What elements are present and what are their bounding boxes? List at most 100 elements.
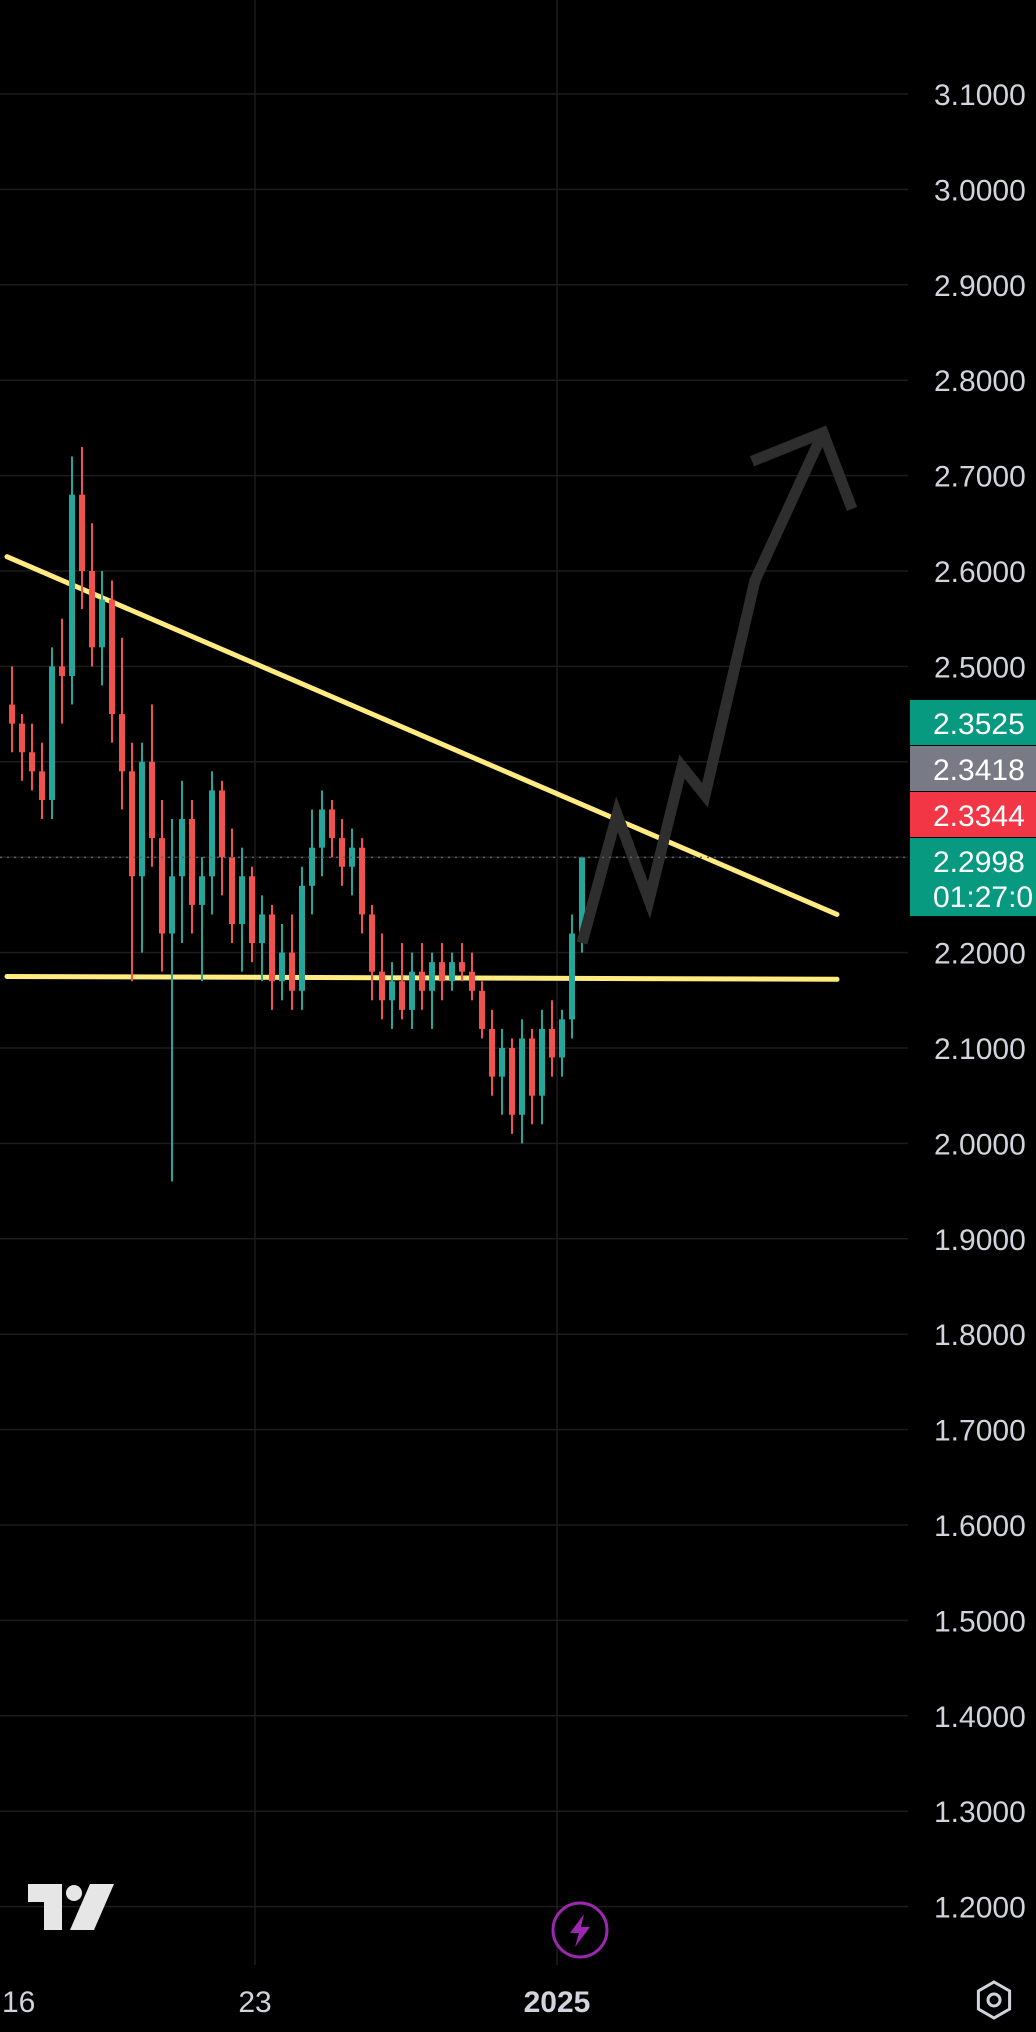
candle-body bbox=[189, 819, 195, 905]
candle bbox=[519, 1019, 525, 1144]
candle bbox=[569, 914, 575, 1039]
y-tick-label: 2.8000 bbox=[934, 365, 1026, 398]
candle bbox=[349, 828, 355, 896]
candle bbox=[339, 819, 345, 886]
y-tick-label: 1.6000 bbox=[934, 1510, 1026, 1543]
candle-body bbox=[579, 857, 585, 934]
candle-body bbox=[49, 666, 55, 800]
y-tick-label: 2.7000 bbox=[934, 461, 1026, 494]
candle bbox=[89, 523, 95, 667]
candle-body bbox=[199, 876, 205, 905]
candle-body bbox=[159, 838, 165, 934]
candle bbox=[229, 828, 235, 944]
gear-icon bbox=[976, 1980, 1012, 2020]
candle bbox=[459, 943, 465, 982]
y-tick-label: 1.2000 bbox=[934, 1892, 1026, 1925]
price-badge-value: 2.3418 bbox=[933, 754, 1025, 787]
y-tick-label: 2.5000 bbox=[934, 651, 1026, 684]
candle-body bbox=[309, 847, 315, 886]
candle bbox=[169, 819, 175, 1182]
candle-body bbox=[109, 599, 115, 715]
price-badge: 2.3525 bbox=[910, 700, 1036, 745]
candle bbox=[209, 771, 215, 915]
candle-body bbox=[509, 1048, 515, 1115]
candle-body bbox=[539, 1028, 545, 1096]
candle bbox=[399, 943, 405, 1020]
y-tick-label: 2.1000 bbox=[934, 1033, 1026, 1066]
projection-path[interactable] bbox=[576, 430, 828, 945]
candle-body bbox=[319, 809, 325, 848]
candle bbox=[289, 914, 295, 1010]
candle bbox=[159, 799, 165, 972]
candle bbox=[389, 962, 395, 1029]
y-tick-label: 1.4000 bbox=[934, 1701, 1026, 1734]
candle bbox=[479, 981, 485, 1039]
candle-body bbox=[379, 971, 385, 1001]
price-axis[interactable]: 3.1000 3.0000 2.9000 2.8000 2.7000 2.6000 2.50… bbox=[934, 79, 1026, 1925]
candle-body bbox=[69, 494, 75, 676]
candle bbox=[99, 571, 105, 686]
candle-body bbox=[89, 571, 95, 648]
candle-body bbox=[299, 885, 305, 991]
candlestick-series bbox=[9, 446, 585, 1182]
candle-body bbox=[9, 704, 15, 724]
price-badge-value: 2.2998 bbox=[933, 846, 1025, 879]
candle-body bbox=[279, 952, 285, 982]
candle-body bbox=[119, 714, 125, 772]
price-badge-value: 2.3525 bbox=[933, 708, 1025, 741]
candle bbox=[19, 714, 25, 781]
candle-body bbox=[559, 1019, 565, 1058]
flash-button[interactable] bbox=[551, 1901, 609, 1959]
candle bbox=[199, 857, 205, 982]
candle-body bbox=[499, 1048, 505, 1077]
candle-body bbox=[249, 876, 255, 944]
candle bbox=[309, 809, 315, 915]
candle-body bbox=[519, 1038, 525, 1115]
candle bbox=[409, 952, 415, 1029]
candle-body bbox=[419, 971, 425, 991]
y-tick-label: 2.6000 bbox=[934, 556, 1026, 589]
candle bbox=[559, 1009, 565, 1077]
candle-body bbox=[409, 971, 415, 1010]
settings-button[interactable] bbox=[976, 1980, 1012, 2020]
candle bbox=[239, 847, 245, 972]
candle-body bbox=[239, 876, 245, 924]
projection-arrowhead bbox=[749, 425, 858, 511]
candle bbox=[429, 952, 435, 1029]
y-tick-label: 1.8000 bbox=[934, 1319, 1026, 1352]
chart-grid bbox=[0, 0, 908, 1965]
candle-body bbox=[469, 971, 475, 991]
candle bbox=[499, 1028, 505, 1115]
time-axis[interactable]: 16 23 2025 bbox=[2, 1986, 590, 2019]
x-tick-label: 23 bbox=[238, 1986, 271, 2019]
candle bbox=[529, 1028, 535, 1125]
candle-body bbox=[489, 1028, 495, 1077]
price-badge: 2.3344 bbox=[910, 792, 1036, 837]
candle-body bbox=[59, 666, 65, 676]
candle bbox=[149, 704, 155, 867]
candle-body bbox=[479, 990, 485, 1029]
candle-body bbox=[449, 962, 455, 982]
tradingview-logo[interactable] bbox=[28, 1884, 114, 1930]
candle bbox=[549, 1000, 555, 1077]
candle bbox=[439, 943, 445, 1001]
candle bbox=[299, 866, 305, 1010]
candle bbox=[369, 904, 375, 1001]
price-badge-value: 2.3344 bbox=[933, 800, 1025, 833]
candle-body bbox=[219, 790, 225, 858]
candle-body bbox=[339, 838, 345, 867]
candle-body bbox=[179, 819, 185, 877]
candle-body bbox=[19, 723, 25, 753]
candle-body bbox=[369, 914, 375, 972]
candle-body bbox=[439, 962, 445, 982]
x-tick-label: 2025 bbox=[524, 1986, 591, 2019]
trendline-descending-resistance[interactable] bbox=[4, 554, 840, 917]
candle bbox=[39, 742, 45, 820]
candle bbox=[469, 952, 475, 1001]
candle-body bbox=[329, 809, 335, 839]
countdown-timer: 01:27:0 bbox=[933, 881, 1033, 914]
candle bbox=[119, 637, 125, 810]
